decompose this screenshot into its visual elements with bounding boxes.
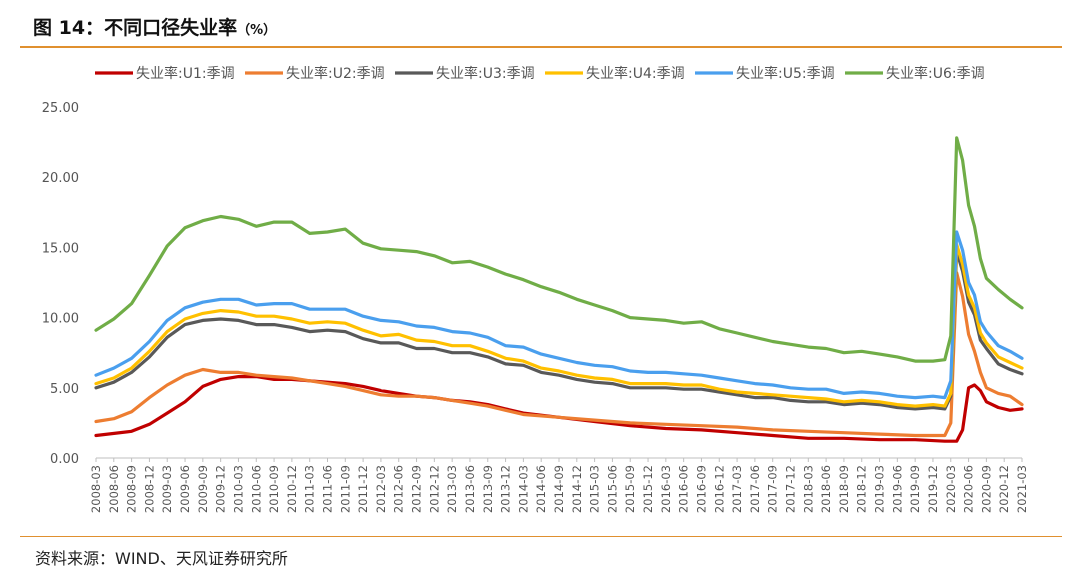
series-line-u3 bbox=[94, 250, 1024, 411]
legend-label-u5: 失业率:U5:季调 bbox=[736, 65, 835, 82]
x-tick-label: 2011-12 bbox=[356, 465, 370, 513]
legend-label-u2: 失业率:U2:季调 bbox=[286, 65, 385, 82]
x-tick-label: 2012-12 bbox=[427, 465, 441, 513]
x-tick-label: 2016-06 bbox=[677, 465, 691, 513]
x-tick-label: 2011-03 bbox=[303, 465, 317, 513]
x-axis: 2008-03 2008-06 2008-09 2008-12 2009-03 2009-… bbox=[89, 457, 1029, 513]
x-tick-label: 2012-09 bbox=[410, 465, 424, 513]
x-tick-label: 2018-06 bbox=[819, 465, 833, 513]
x-tick-label: 2020-06 bbox=[962, 465, 976, 513]
y-tick-label: 15.00 bbox=[42, 241, 79, 256]
figure-title: 图 14：不同口径失业率（%） bbox=[33, 13, 276, 40]
x-tick-label: 2019-03 bbox=[873, 465, 887, 513]
y-tick-label: 25.00 bbox=[42, 101, 79, 116]
legend-label-u1: 失业率:U1:季调 bbox=[136, 65, 235, 82]
x-tick-label: 2015-12 bbox=[641, 465, 655, 513]
y-tick-label: 0.00 bbox=[50, 452, 79, 467]
x-tick-label: 2010-03 bbox=[231, 465, 245, 513]
y-tick-label: 5.00 bbox=[50, 382, 79, 397]
x-tick-label: 2012-06 bbox=[392, 465, 406, 513]
x-tick-label: 2020-12 bbox=[997, 465, 1011, 513]
x-tick-label: 2010-12 bbox=[285, 465, 299, 513]
x-tick-label: 2009-09 bbox=[196, 465, 210, 513]
x-tick-label: 2020-03 bbox=[944, 465, 958, 513]
x-tick-label: 2011-09 bbox=[338, 465, 352, 513]
series-line-u6 bbox=[94, 136, 1024, 363]
x-tick-label: 2013-09 bbox=[481, 465, 495, 513]
x-tick-label: 2021-03 bbox=[1015, 465, 1029, 513]
x-tick-label: 2013-12 bbox=[499, 465, 513, 513]
x-tick-label: 2014-12 bbox=[570, 465, 584, 513]
legend-label-u4: 失业率:U4:季调 bbox=[586, 65, 685, 82]
x-tick-label: 2008-12 bbox=[142, 465, 156, 513]
x-tick-label: 2010-06 bbox=[249, 465, 263, 513]
x-tick-label: 2019-09 bbox=[908, 465, 922, 513]
x-tick-label: 2012-03 bbox=[374, 465, 388, 513]
x-tick-label: 2017-03 bbox=[730, 465, 744, 513]
legend-label-u3: 失业率:U3:季调 bbox=[436, 65, 535, 82]
x-tick-label: 2018-03 bbox=[801, 465, 815, 513]
x-tick-label: 2015-09 bbox=[623, 465, 637, 513]
x-tick-label: 2011-06 bbox=[321, 465, 335, 513]
figure-title-unit: （%） bbox=[237, 23, 277, 38]
plot-area bbox=[94, 136, 1024, 443]
x-tick-label: 2014-09 bbox=[552, 465, 566, 513]
series-line-u4 bbox=[94, 243, 1024, 408]
x-tick-label: 2016-03 bbox=[659, 465, 673, 513]
x-tick-label: 2016-09 bbox=[694, 465, 708, 513]
x-tick-label: 2013-03 bbox=[445, 465, 459, 513]
legend-label-u6: 失业率:U6:季调 bbox=[886, 65, 985, 82]
x-tick-label: 2014-03 bbox=[516, 465, 530, 513]
x-tick-label: 2017-12 bbox=[784, 465, 798, 513]
footer-divider bbox=[20, 536, 1062, 537]
x-tick-label: 2013-06 bbox=[463, 465, 477, 513]
x-tick-label: 2017-09 bbox=[766, 465, 780, 513]
x-tick-label: 2008-06 bbox=[107, 465, 121, 513]
y-axis: 0.00 5.00 10.00 15.00 20.00 25.00 bbox=[42, 101, 79, 467]
x-tick-label: 2016-12 bbox=[712, 465, 726, 513]
x-tick-label: 2019-06 bbox=[890, 465, 904, 513]
x-tick-label: 2017-06 bbox=[748, 465, 762, 513]
x-tick-label: 2010-09 bbox=[267, 465, 281, 513]
x-tick-label: 2008-03 bbox=[89, 465, 103, 513]
x-tick-label: 2019-12 bbox=[926, 465, 940, 513]
x-tick-label: 2014-06 bbox=[534, 465, 548, 513]
x-tick-label: 2009-12 bbox=[214, 465, 228, 513]
source-note: 资料来源：WIND、天风证券研究所 bbox=[35, 549, 288, 568]
x-tick-label: 2018-12 bbox=[855, 465, 869, 513]
figure-title-prefix: 图 14： bbox=[33, 17, 105, 39]
x-tick-label: 2015-06 bbox=[605, 465, 619, 513]
legend: 失业率:U1:季调 失业率:U2:季调 失业率:U3:季调 失业率:U4:季调 失业率:… bbox=[95, 65, 985, 82]
series-line-u2 bbox=[94, 271, 1024, 438]
x-tick-label: 2015-03 bbox=[588, 465, 602, 513]
x-tick-label: 2020-09 bbox=[979, 465, 993, 513]
x-tick-label: 2018-09 bbox=[837, 465, 851, 513]
x-tick-label: 2008-09 bbox=[125, 465, 139, 513]
title-divider bbox=[20, 46, 1062, 48]
y-tick-label: 10.00 bbox=[42, 312, 79, 327]
series-line-u5 bbox=[94, 230, 1024, 400]
series-line-u1 bbox=[94, 375, 1024, 443]
unemployment-line-chart: 失业率:U1:季调 失业率:U2:季调 失业率:U3:季调 失业率:U4:季调 失业率:… bbox=[42, 65, 1029, 513]
y-tick-label: 20.00 bbox=[42, 171, 79, 186]
figure-title-text: 不同口径失业率 bbox=[104, 17, 238, 39]
x-tick-label: 2009-03 bbox=[160, 465, 174, 513]
x-tick-label: 2009-06 bbox=[178, 465, 192, 513]
